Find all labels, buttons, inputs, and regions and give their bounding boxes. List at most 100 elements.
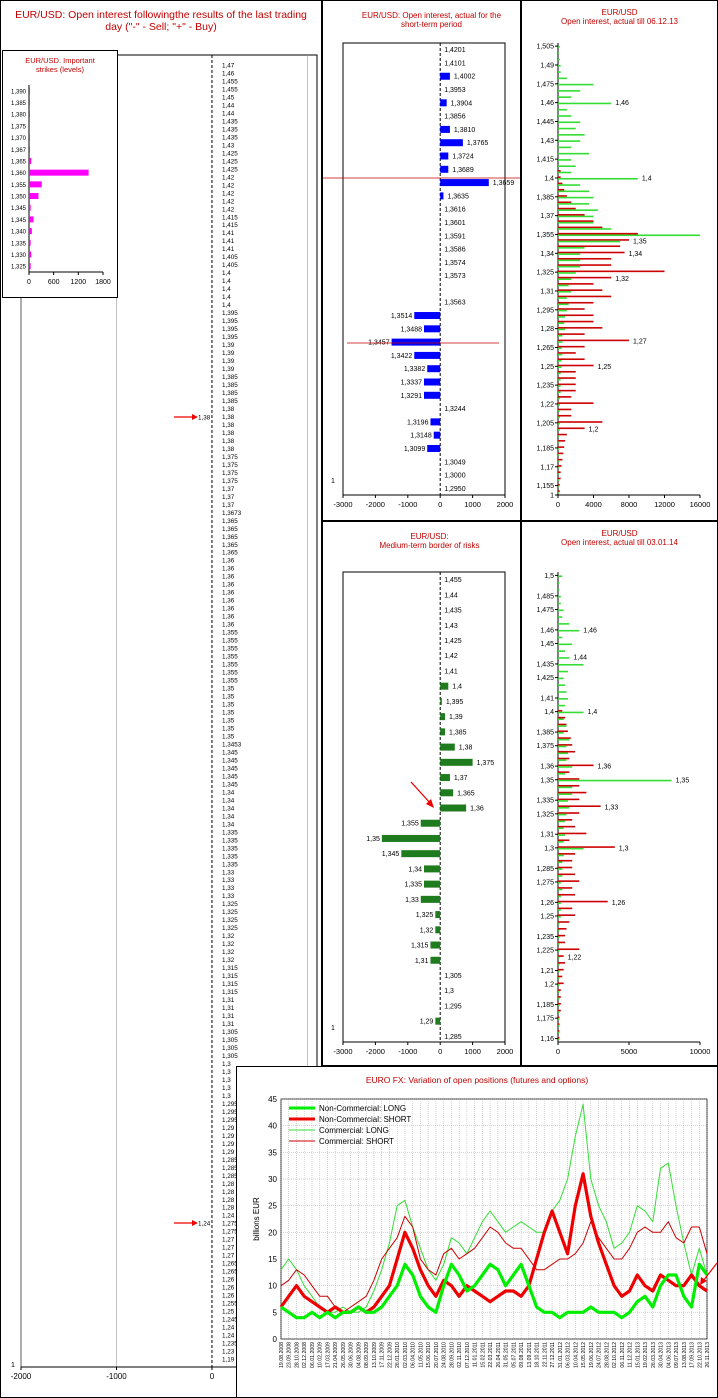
main-bar-label: 1,33 [222, 877, 235, 884]
oi-030114-annotation: 1,26 [612, 900, 626, 907]
main-bar-label: 1,35 [222, 717, 235, 724]
medium-term-corner-label: 1 [331, 1025, 335, 1032]
strikes-x-tick-label: 1800 [95, 279, 111, 286]
medium-term-bar-label: 1,29 [420, 1019, 434, 1026]
oi-030114-call-bar [558, 895, 561, 898]
short-term-bar [440, 72, 450, 80]
main-bar-label: 1,32 [222, 957, 235, 964]
euro-fx-x-tick-label: 13.08.2013 [682, 1342, 688, 1368]
main-bar-label: 1,325 [222, 925, 238, 932]
medium-term-bar-label: 1,41 [444, 668, 458, 675]
oi-061213-put-bar [558, 264, 612, 266]
main-bar-label: 1,41 [222, 238, 235, 245]
strikes-tick-label: 1,370 [11, 136, 27, 142]
oi-061213-call-bar [558, 297, 567, 299]
short-term-bar [424, 378, 441, 386]
main-bar-label: 1,42 [222, 182, 235, 189]
main-bar-label: 1,41 [222, 230, 235, 237]
oi-030114-call-bar [558, 582, 560, 584]
main-bar-label: 1,4 [222, 294, 231, 301]
oi-030114-call-bar [558, 732, 564, 734]
main-x-tick-label: -1000 [106, 1372, 127, 1381]
main-bar-label: 1,365 [222, 542, 238, 549]
oi-030114-put-bar [558, 764, 594, 767]
medium-term-bar-label: 1,315 [411, 943, 429, 950]
oi-030114-call-bar [558, 704, 566, 707]
main-bar-label: 1,39 [222, 350, 235, 357]
oi-030114-annotation: 1,4 [588, 709, 598, 716]
oi-030114-put-bar [558, 750, 576, 753]
oi-061213-call-bar [558, 90, 581, 92]
main-bar-label: 1,42 [222, 206, 235, 213]
oi-030114-y-tick-label: 1,21 [540, 968, 554, 975]
main-bar-label: 1,425 [222, 158, 238, 165]
oi-030114-call-bar [558, 1038, 560, 1041]
main-bar-label: 1,37 [222, 486, 235, 493]
oi-030114-call-bar [558, 970, 560, 973]
oi-030114-annotation: 1,35 [676, 777, 690, 784]
medium-term-bar-label: 1,42 [444, 653, 458, 660]
main-bar-label: 1,39 [222, 342, 235, 349]
euro-fx-x-tick-label: 13.10.2009 [372, 1342, 378, 1368]
main-bar-label: 1,24 [222, 1325, 235, 1332]
short-term-bar [414, 351, 441, 359]
oi-061213-put-bar [558, 452, 564, 455]
oi-061213-y-tick-label: 1,22 [540, 401, 554, 408]
oi-061213-put-bar [558, 308, 585, 310]
short-term-bar-label: 1,3196 [407, 419, 429, 426]
oi-030114-call-bar [558, 990, 560, 993]
oi-061213-put-bar [558, 226, 603, 229]
main-bar-label: 1,365 [222, 550, 238, 557]
short-term-bar [440, 192, 444, 200]
oi-061213-call-bar [558, 240, 621, 243]
strikes-bar [29, 239, 31, 246]
oi-030114-y-tick-label: 1,175 [536, 1016, 554, 1023]
oi-061213-put-bar [558, 364, 594, 367]
short-term-bar-label: 1,3514 [391, 313, 413, 320]
short-term-bar-label: 1,3244 [444, 406, 466, 413]
medium-term-bar-label: 1,285 [444, 1034, 462, 1041]
medium-term-bar [440, 804, 467, 812]
oi-030114-put-bar [558, 968, 564, 971]
euro-fx-x-tick-label: 24.07.2012 [597, 1342, 603, 1368]
strikes-x-tick-label: 0 [27, 279, 31, 286]
medium-term-bar-label: 1,385 [449, 729, 467, 736]
oi-030114-call-bar [558, 738, 570, 741]
main-bar-label: 1,355 [222, 670, 238, 677]
oi-030114-y-tick-label: 1,36 [540, 764, 554, 771]
oi-061213-call-bar [558, 228, 612, 230]
euro-fx-x-tick-label: 15.05.2012 [581, 1342, 587, 1368]
oi-061213-y-tick-label: 1,505 [536, 44, 554, 51]
oi-030114-call-bar [558, 1024, 560, 1027]
medium-term-bar [420, 895, 441, 903]
short-term-bar-label: 1,3904 [451, 100, 473, 107]
oi-030114-put-bar [558, 819, 573, 821]
main-bar-label: 1,265 [222, 1269, 238, 1276]
main-bar-label: 1,385 [222, 390, 238, 397]
oi-061213-x-tick-label: 0 [556, 500, 560, 509]
oi-030114-y-tick-label: 1,235 [536, 934, 554, 941]
medium-term-bar-label: 1,34 [408, 866, 422, 873]
main-bar-label: 1,355 [222, 630, 238, 637]
medium-term-bar-label: 1,375 [477, 760, 495, 767]
oi-061213-x-tick-label: 8000 [621, 500, 638, 509]
euro-fx-y-tick-label: 40 [268, 1122, 277, 1131]
oi-061213-put-bar [558, 477, 561, 480]
main-bar-label: 1,265 [222, 1261, 238, 1268]
main-bar-label: 1,305 [222, 1037, 238, 1044]
oi-061213-y-tick-label: 1,235 [536, 383, 554, 390]
oi-061213-call-bar [558, 473, 559, 475]
main-bar-label: 1,27 [222, 1245, 235, 1252]
oi-061213-call-bar [558, 265, 581, 268]
short-term-x-tick-label: 1000 [464, 500, 481, 509]
short-term-bar-label: 1,3049 [444, 459, 466, 466]
euro-fx-x-tick-label: 22.10.2013 [697, 1342, 703, 1368]
strikes-bar [29, 193, 39, 200]
oi-061213-call-bar [558, 416, 560, 419]
oi-061213-call-bar [558, 454, 559, 456]
euro-fx-x-tick-label: 30.04.2013 [659, 1342, 665, 1368]
euro-fx-x-tick-label: 26.04.2011 [496, 1342, 502, 1368]
oi-030114-y-tick-label: 1,5 [544, 573, 554, 580]
main-bar-label: 1,305 [222, 1029, 238, 1036]
short-term-bar-label: 1,3591 [444, 233, 466, 240]
